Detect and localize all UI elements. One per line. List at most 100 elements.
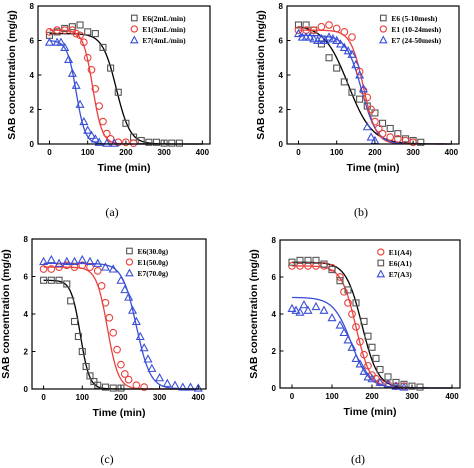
panel-label: (a) bbox=[105, 205, 118, 219]
data-point bbox=[45, 28, 54, 36]
data-point bbox=[40, 276, 48, 284]
data-point bbox=[70, 317, 79, 326]
panel-label: (c) bbox=[100, 452, 113, 466]
data-point bbox=[356, 337, 364, 346]
data-point bbox=[335, 39, 346, 48]
data-point bbox=[86, 372, 94, 380]
data-point bbox=[376, 365, 384, 374]
y-axis-title: SAB concentration (mg/g) bbox=[0, 249, 12, 379]
data-point bbox=[355, 70, 365, 79]
data-point bbox=[78, 347, 86, 356]
data-point bbox=[343, 335, 353, 344]
data-point bbox=[100, 262, 110, 271]
data-point bbox=[128, 305, 138, 314]
data-point bbox=[67, 297, 75, 305]
data-point bbox=[324, 32, 334, 41]
x-axis-title: Time (min) bbox=[344, 406, 397, 418]
data-point bbox=[320, 260, 328, 268]
data-point bbox=[97, 282, 106, 290]
x-tick-label: 400 bbox=[196, 148, 210, 157]
data-point bbox=[313, 35, 323, 45]
data-point bbox=[147, 363, 157, 372]
x-tick-label: 100 bbox=[330, 148, 344, 157]
data-point bbox=[99, 117, 107, 126]
x-tick-label: 400 bbox=[445, 392, 459, 401]
data-point bbox=[328, 34, 338, 43]
data-point bbox=[74, 332, 82, 341]
data-point bbox=[299, 300, 309, 309]
data-point bbox=[75, 99, 85, 108]
chart-panel-4: 0 100 200 300 400 0 2 4 6 8 Time (min) SAB concentr… bbox=[248, 236, 461, 466]
data-point bbox=[70, 256, 80, 266]
y-tick-label: 8 bbox=[272, 236, 277, 245]
data-point bbox=[102, 138, 112, 147]
x-axis-title: Time (min) bbox=[93, 407, 146, 419]
data-point bbox=[359, 366, 369, 375]
data-point bbox=[328, 266, 336, 274]
y-tick-label: 2 bbox=[272, 347, 277, 356]
y-tick-label: 8 bbox=[30, 2, 35, 11]
y-tick-label: 4 bbox=[272, 310, 277, 319]
data-point bbox=[355, 359, 365, 368]
panel-label: (b) bbox=[354, 205, 368, 219]
data-point bbox=[317, 22, 326, 31]
data-point bbox=[309, 34, 319, 43]
data-point bbox=[363, 372, 373, 381]
data-point bbox=[355, 67, 364, 76]
data-point bbox=[336, 273, 344, 281]
data-point bbox=[83, 53, 92, 62]
series-1-points bbox=[45, 21, 183, 147]
legend-marker-2 bbox=[377, 259, 385, 267]
data-point bbox=[109, 328, 118, 337]
data-point bbox=[386, 124, 394, 133]
data-point bbox=[162, 378, 172, 387]
data-point bbox=[356, 95, 364, 103]
data-point bbox=[47, 276, 55, 284]
data-point bbox=[371, 117, 379, 126]
data-point bbox=[347, 49, 357, 58]
x-tick-label: 200 bbox=[365, 392, 379, 401]
data-point bbox=[386, 133, 395, 141]
data-point bbox=[312, 262, 320, 270]
legend-label-3: E7 (24-50mesh) bbox=[391, 36, 441, 45]
data-point bbox=[296, 262, 304, 270]
data-point bbox=[336, 277, 344, 285]
data-point bbox=[62, 261, 71, 270]
legend-marker-3 bbox=[378, 35, 388, 44]
data-point bbox=[67, 68, 77, 77]
series-2-points bbox=[288, 256, 424, 391]
x-tick-label: 100 bbox=[325, 392, 339, 401]
x-tick-label: 0 bbox=[296, 148, 301, 157]
legend-label-1: E6(30.0g) bbox=[137, 247, 168, 256]
data-point bbox=[77, 254, 87, 264]
data-point bbox=[109, 138, 119, 147]
data-point bbox=[116, 275, 126, 284]
data-point bbox=[295, 307, 305, 316]
data-point bbox=[140, 383, 148, 391]
x-tick-label: 0 bbox=[47, 148, 52, 157]
legend-marker-1 bbox=[377, 248, 385, 256]
x-tick-label: 0 bbox=[41, 393, 46, 402]
series-3-points bbox=[39, 254, 203, 392]
data-point bbox=[131, 316, 141, 326]
x-tick-label: 300 bbox=[157, 148, 171, 157]
legend-marker-2 bbox=[125, 258, 134, 266]
data-point bbox=[82, 362, 90, 371]
data-point bbox=[352, 299, 360, 307]
data-point bbox=[170, 380, 180, 389]
data-point bbox=[417, 138, 425, 146]
data-point bbox=[335, 320, 345, 329]
data-point bbox=[72, 29, 81, 38]
legend: E1(A4) E6(A1) E7(A3) bbox=[376, 248, 412, 279]
data-point bbox=[303, 305, 313, 314]
series-3-points bbox=[293, 28, 380, 145]
data-point bbox=[379, 119, 387, 127]
data-point bbox=[304, 262, 312, 270]
data-point bbox=[91, 84, 100, 93]
data-point bbox=[344, 299, 352, 307]
x-tick-label: 300 bbox=[406, 148, 420, 157]
data-point bbox=[364, 361, 372, 370]
data-point bbox=[54, 258, 64, 267]
x-tick-label: 200 bbox=[368, 148, 382, 157]
